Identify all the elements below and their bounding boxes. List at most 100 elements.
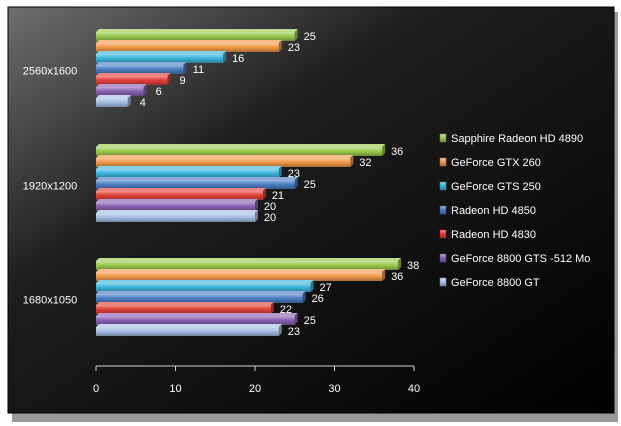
value-label: 9 [179, 75, 185, 87]
bar-face [96, 32, 295, 41]
legend-label: Sapphire Radeon HD 4890 [451, 133, 583, 145]
bar-top [96, 73, 171, 76]
bar-radeon-hd-4850-2560x1600 [96, 62, 187, 74]
value-label: 16 [232, 53, 244, 65]
bar-geforce-gts-250-1680x1050 [96, 280, 314, 292]
bar-geforce-gts-250-2560x1600 [96, 51, 227, 63]
bar-face [96, 87, 144, 96]
value-label: 11 [193, 64, 204, 76]
bar-side [294, 313, 298, 325]
bar-side [255, 210, 258, 222]
bar-face [96, 261, 399, 270]
bar-side [382, 144, 386, 156]
bar-face [96, 294, 303, 303]
bar-face [96, 147, 383, 156]
bar-side [294, 177, 298, 189]
bar-radeon-hd-4850-1920x1200 [96, 177, 298, 189]
value-label: 6 [156, 86, 162, 98]
bar-face [96, 158, 351, 167]
bar-top [96, 155, 354, 158]
legend-swatch [439, 181, 447, 191]
bar-geforce-gtx-260-1920x1200 [96, 155, 354, 167]
value-label: 27 [320, 282, 332, 294]
value-label: 21 [272, 190, 284, 202]
bar-geforce-8800-gts-512-mo-1920x1200 [96, 199, 258, 211]
bar-top [96, 291, 306, 294]
bar-side [278, 40, 282, 52]
legend-swatch [439, 229, 447, 239]
x-tick-label: 40 [408, 383, 420, 395]
legend: Sapphire Radeon HD 4890 GeForce GTX 260 Ge… [439, 133, 590, 289]
bar-face [96, 169, 279, 178]
bar-geforce-8800-gt-1920x1200 [96, 210, 258, 222]
bar-top [96, 258, 402, 261]
bar-face [96, 180, 295, 189]
bar-face [96, 43, 279, 52]
x-axis-ticks: 0 10 20 30 40 [93, 366, 420, 395]
legend-item-geforce-8800-gts-512-mo: GeForce 8800 GTS -512 Mo [439, 253, 590, 265]
bar-geforce-gtx-260-1680x1050 [96, 269, 386, 281]
value-label: 20 [264, 212, 276, 224]
legend-item-radeon-hd-4830: Radeon HD 4830 [439, 229, 536, 241]
category-label: 1920x1200 [23, 181, 77, 193]
legend-label: Radeon HD 4830 [451, 229, 536, 241]
category-label: 2560x1600 [23, 66, 77, 78]
legend-swatch [439, 205, 447, 215]
bar-sapphire-radeon-hd-4890-1680x1050 [96, 258, 402, 270]
legend-swatch [439, 277, 447, 287]
bar-top [96, 324, 282, 327]
value-label: 32 [359, 157, 371, 169]
value-label: 20 [264, 201, 276, 213]
legend-swatch [439, 133, 447, 143]
value-label: 25 [304, 315, 316, 327]
legend-label: GeForce GTS 250 [451, 181, 541, 193]
bar-side [294, 29, 298, 41]
bar-face [96, 283, 311, 292]
x-tick-label: 20 [249, 383, 261, 395]
bar-top [96, 302, 274, 305]
bar-sapphire-radeon-hd-4890-2560x1600 [96, 29, 298, 41]
bar-side [255, 199, 258, 211]
bar-geforce-gtx-260-2560x1600 [96, 40, 282, 52]
value-label: 4 [140, 97, 146, 109]
value-label: 36 [391, 146, 403, 158]
bar-face [96, 65, 184, 74]
bar-face [96, 305, 271, 314]
x-tick-label: 30 [328, 383, 340, 395]
x-tick-label: 10 [169, 383, 181, 395]
bar-face [96, 76, 168, 85]
bar-radeon-hd-4850-1680x1050 [96, 291, 306, 303]
value-label: 38 [407, 260, 419, 272]
legend-item-geforce-gtx-260: GeForce GTX 260 [439, 157, 541, 169]
value-label: 23 [288, 42, 300, 54]
bar-side [278, 166, 282, 178]
value-label: 26 [312, 293, 324, 305]
category-label: 1680x1050 [23, 295, 77, 307]
bar-side [127, 95, 131, 107]
bar-top [96, 166, 282, 169]
bar-top [96, 40, 282, 43]
bar-face [96, 213, 255, 222]
legend-item-sapphire-radeon-hd-4890: Sapphire Radeon HD 4890 [439, 133, 583, 145]
bar-side [223, 51, 227, 63]
bar-side [143, 84, 147, 96]
bar-side [350, 155, 354, 167]
bar-side [382, 269, 386, 281]
bar-top [96, 29, 298, 32]
bar-side [310, 280, 314, 292]
bar-top [96, 280, 314, 283]
bar-side [183, 62, 187, 74]
bar-side [398, 258, 402, 270]
category-labels: 2560x1600 1920x1200 1680x1050 [23, 66, 77, 307]
bar-top [96, 62, 187, 65]
bar-side [262, 188, 266, 200]
legend-label: Radeon HD 4850 [451, 205, 536, 217]
bar-radeon-hd-4830-2560x1600 [96, 73, 171, 85]
bar-top [96, 95, 131, 98]
legend-label: GeForce GTX 260 [451, 157, 541, 169]
bar-face [96, 327, 279, 336]
legend-label: GeForce 8800 GT [451, 277, 540, 289]
value-label: 23 [288, 326, 300, 338]
